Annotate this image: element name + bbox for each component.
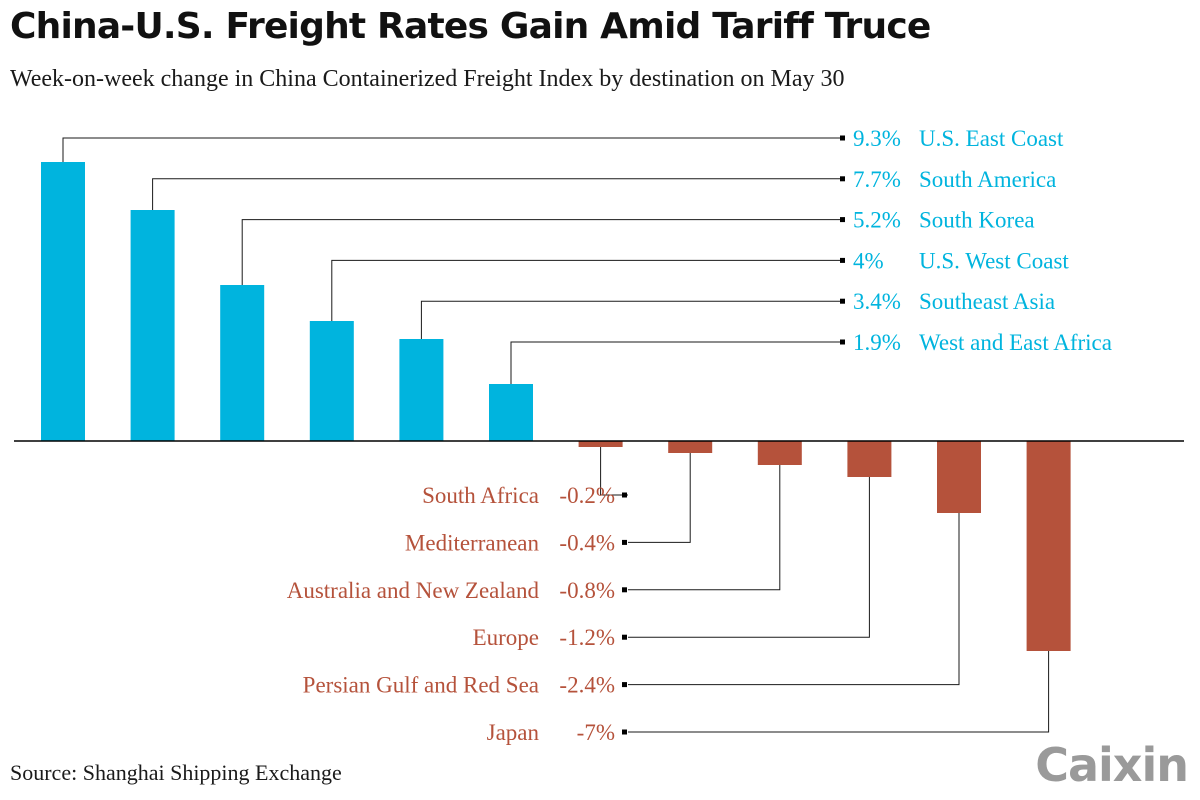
category-label-europe: Europe	[473, 625, 539, 650]
value-label-europe: -1.2%	[559, 625, 615, 650]
bar-southeast-asia	[399, 339, 444, 441]
category-label-japan: Japan	[487, 720, 540, 745]
value-label-u-s-east-coast: 9.3%	[853, 126, 901, 151]
leader-line-south-korea	[241, 219, 840, 285]
value-label-south-america: 7.7%	[853, 167, 901, 192]
leader-marker-south-africa	[622, 492, 627, 498]
category-label-australia-and-new-zealand: Australia and New Zealand	[287, 578, 540, 603]
leader-marker-u-s-east-coast	[840, 135, 845, 141]
category-label-south-africa: South Africa	[422, 483, 539, 508]
value-label-u-s-west-coast: 4%	[853, 248, 884, 273]
leader-marker-australia-and-new-zealand	[622, 587, 627, 593]
value-label-persian-gulf-and-red-sea: -2.4%	[559, 673, 615, 698]
leader-line-persian-gulf-and-red-sea	[628, 513, 960, 686]
leader-marker-southeast-asia	[840, 298, 845, 304]
leader-line-u-s-east-coast	[62, 137, 840, 162]
leader-marker-south-america	[840, 176, 845, 182]
value-label-southeast-asia: 3.4%	[853, 289, 901, 314]
bar-u-s-west-coast	[309, 321, 354, 441]
leader-marker-japan	[622, 729, 627, 735]
leader-marker-west-and-east-africa	[840, 339, 845, 345]
value-label-mediterranean: -0.4%	[559, 530, 615, 555]
category-label-u-s-west-coast: U.S. West Coast	[919, 248, 1069, 273]
bar-u-s-east-coast	[41, 162, 85, 441]
leader-marker-south-korea	[840, 217, 845, 223]
category-label-persian-gulf-and-red-sea: Persian Gulf and Red Sea	[303, 673, 539, 698]
category-label-south-korea: South Korea	[919, 208, 1035, 233]
freight-index-bar-chart: 9.3% U.S. East Coast 7.7% South America 5.2%…	[14, 126, 1184, 745]
source-note: Source: Shanghai Shipping Exchange	[10, 760, 342, 785]
bar-south-africa	[578, 441, 623, 447]
value-label-south-korea: 5.2%	[853, 208, 901, 233]
leader-line-west-and-east-africa	[510, 341, 840, 384]
bar-europe	[847, 441, 892, 477]
leader-line-mediterranean	[628, 453, 691, 543]
chart-title: China-U.S. Freight Rates Gain Amid Tarif…	[10, 6, 931, 47]
chart-subtitle: Week-on-week change in China Containeriz…	[10, 66, 845, 92]
leader-line-u-s-west-coast	[331, 259, 840, 321]
bar-south-america	[130, 210, 175, 441]
value-label-japan: -7%	[577, 720, 615, 745]
leader-line-south-africa	[600, 447, 628, 496]
category-label-south-america: South America	[919, 167, 1056, 192]
category-label-u-s-east-coast: U.S. East Coast	[919, 126, 1064, 151]
leader-marker-mediterranean	[622, 539, 627, 545]
leader-line-southeast-asia	[420, 300, 840, 339]
caixin-logo: Caixin	[1035, 738, 1189, 792]
leader-line-europe	[628, 477, 870, 638]
bar-persian-gulf-and-red-sea	[937, 441, 981, 513]
category-label-southeast-asia: Southeast Asia	[919, 289, 1055, 314]
leader-marker-u-s-west-coast	[840, 257, 845, 263]
category-label-west-and-east-africa: West and East Africa	[919, 330, 1112, 355]
value-label-west-and-east-africa: 1.9%	[853, 330, 901, 355]
bar-japan	[1026, 441, 1071, 651]
leader-marker-europe	[622, 634, 627, 640]
value-label-south-africa: -0.2%	[559, 483, 615, 508]
leader-line-south-america	[152, 178, 840, 210]
leader-line-australia-and-new-zealand	[628, 465, 781, 591]
bar-west-and-east-africa	[489, 384, 533, 441]
bar-mediterranean	[668, 441, 713, 453]
category-label-mediterranean: Mediterranean	[405, 530, 540, 555]
bar-south-korea	[220, 285, 265, 441]
leader-line-japan	[628, 651, 1050, 733]
value-label-australia-and-new-zealand: -0.8%	[559, 578, 615, 603]
bar-australia-and-new-zealand	[757, 441, 802, 465]
leader-marker-persian-gulf-and-red-sea	[622, 682, 627, 688]
